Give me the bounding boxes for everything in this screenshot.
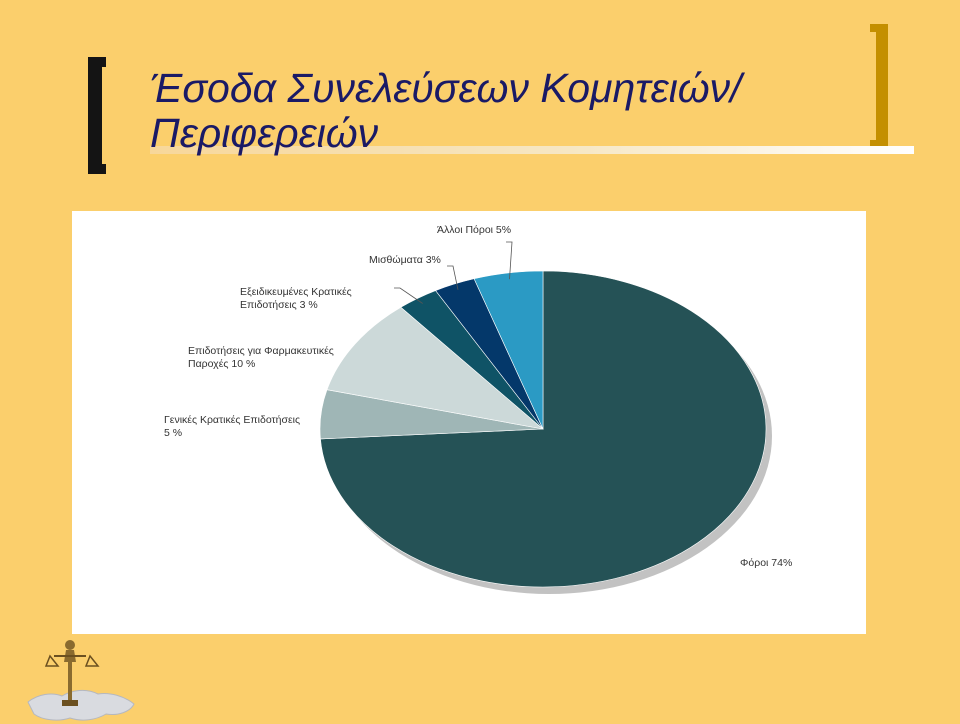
left-bracket-decoration: [88, 57, 106, 174]
slice-label-3: Εξειδικευμένες Κρατικές Επιδοτήσεις 3 %: [240, 286, 352, 311]
slice-label-1: Γενικές Κρατικές Επιδοτήσεις 5 %: [164, 414, 300, 439]
slice-label-line: Άλλοι Πόροι 5%: [437, 224, 511, 236]
slice-label-2: Επιδοτήσεις για Φαρμακευτικές Παροχές 10 …: [188, 345, 334, 370]
slice-label-4: Μισθώματα 3%: [369, 254, 441, 266]
chart-panel: Φόροι 74% Γενικές Κρατικές Επιδοτήσεις 5 %…: [72, 211, 866, 634]
pie-slice-2: [326, 306, 545, 430]
slice-label-line: 5 %: [164, 427, 182, 439]
slice-label-0: Φόροι 74%: [740, 557, 792, 569]
title-area: Έσοδα Συνελεύσεων Κομητειών/ Περιφερειών: [0, 0, 960, 200]
slide-title-line1: Έσοδα Συνελεύσεων Κομητειών/: [150, 65, 742, 111]
justice-statue-map-icon: [27, 640, 135, 721]
slice-label-line: Εξειδικευμένες Κρατικές: [240, 286, 352, 298]
slice-label-line: Φόροι 74%: [740, 557, 792, 569]
right-bracket-decoration: [870, 24, 888, 148]
leader-line-4: [447, 265, 459, 290]
title-underline: [150, 146, 914, 154]
leader-line-5: [506, 241, 513, 280]
slice-label-line: Επιδοτήσεις για Φαρμακευτικές: [188, 345, 334, 357]
slice-label-line: Μισθώματα 3%: [369, 254, 441, 266]
pie-slice-5: [473, 270, 544, 430]
slice-label-line: Παροχές 10 %: [188, 358, 255, 370]
pie-chart: Φόροι 74% Γενικές Κρατικές Επιδοτήσεις 5 %…: [164, 224, 792, 594]
slide-title: Έσοδα Συνελεύσεων Κομητειών/ Περιφερειών: [150, 66, 850, 156]
slide-title-line2: Περιφερειών: [150, 110, 379, 156]
slice-label-5: Άλλοι Πόροι 5%: [437, 224, 511, 236]
slice-label-line: Γενικές Κρατικές Επιδοτήσεις: [164, 414, 300, 426]
leader-line-3: [394, 287, 423, 304]
slice-label-line: Επιδοτήσεις 3 %: [240, 299, 318, 311]
